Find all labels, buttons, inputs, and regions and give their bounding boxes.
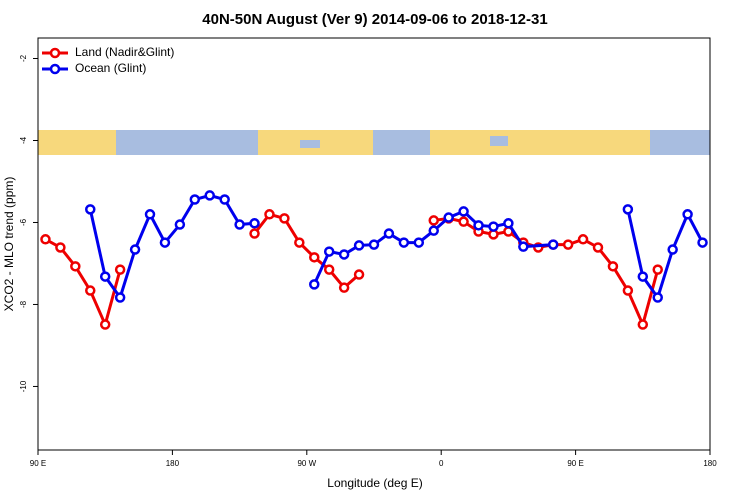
point [577, 234, 589, 245]
point [383, 228, 395, 239]
x-tick-label: 180 [703, 459, 717, 468]
point [174, 219, 186, 230]
point [323, 246, 335, 257]
point [99, 271, 111, 282]
point [652, 264, 663, 275]
point [249, 228, 260, 239]
point [323, 264, 335, 275]
point [353, 240, 365, 251]
point [294, 237, 305, 248]
y-tick-label: -4 [19, 136, 28, 144]
point [518, 241, 529, 252]
point [70, 261, 81, 272]
point [637, 271, 649, 282]
point [637, 319, 649, 330]
point [338, 282, 350, 293]
point [547, 239, 559, 250]
point [129, 244, 141, 255]
point [652, 292, 663, 303]
point [607, 261, 619, 272]
y-tick-label: -6 [19, 218, 28, 226]
point [114, 264, 126, 275]
point [353, 269, 365, 280]
point [458, 206, 469, 217]
x-tick-label: 90 E [567, 459, 583, 468]
point [413, 237, 425, 248]
point [219, 194, 230, 205]
point [309, 279, 320, 290]
point [279, 213, 290, 224]
point [622, 204, 634, 215]
x-tick-label: 90 E [30, 459, 46, 468]
point [85, 285, 96, 296]
point [264, 209, 275, 220]
chart-title: 40N-50N August (Ver 9) 2014-09-06 to 201… [202, 11, 547, 28]
point [204, 190, 215, 201]
point [398, 237, 410, 248]
legend-label: Land (Nadir&Glint) [75, 45, 174, 59]
point [488, 221, 499, 232]
x-tick-label: 90 W [297, 459, 316, 468]
y-tick-label: -10 [19, 380, 28, 392]
point [682, 209, 693, 220]
x-tick-label: 180 [166, 459, 180, 468]
point [697, 237, 708, 248]
point [55, 242, 66, 253]
point [428, 225, 439, 236]
point [458, 216, 469, 227]
point [309, 252, 320, 263]
point [114, 292, 126, 303]
y-axis-label: XCO2 - MLO trend (ppm) [2, 177, 16, 312]
point [562, 239, 574, 250]
series-line [44, 212, 660, 330]
map-strip [38, 130, 710, 155]
y-tick-label: -2 [19, 54, 28, 62]
point [159, 237, 171, 248]
point [592, 242, 604, 253]
x-tick-label: 0 [439, 459, 444, 468]
point [473, 220, 484, 231]
point [99, 319, 111, 330]
point [189, 194, 201, 205]
legend-marker [49, 63, 61, 75]
plot-frame [37, 37, 711, 451]
series-line [88, 193, 704, 301]
point [368, 239, 380, 250]
point [338, 249, 350, 260]
legend-marker [49, 47, 61, 59]
point [249, 218, 260, 229]
point [443, 212, 454, 223]
point [40, 234, 51, 245]
point [428, 215, 439, 226]
point [622, 285, 634, 296]
x-axis-label: Longitude (deg E) [327, 476, 422, 490]
point [144, 209, 156, 220]
point [667, 244, 678, 255]
point [503, 218, 514, 229]
point [85, 204, 96, 215]
y-tick-label: -8 [19, 300, 28, 308]
legend-label: Ocean (Glint) [75, 61, 146, 75]
point [234, 219, 245, 230]
